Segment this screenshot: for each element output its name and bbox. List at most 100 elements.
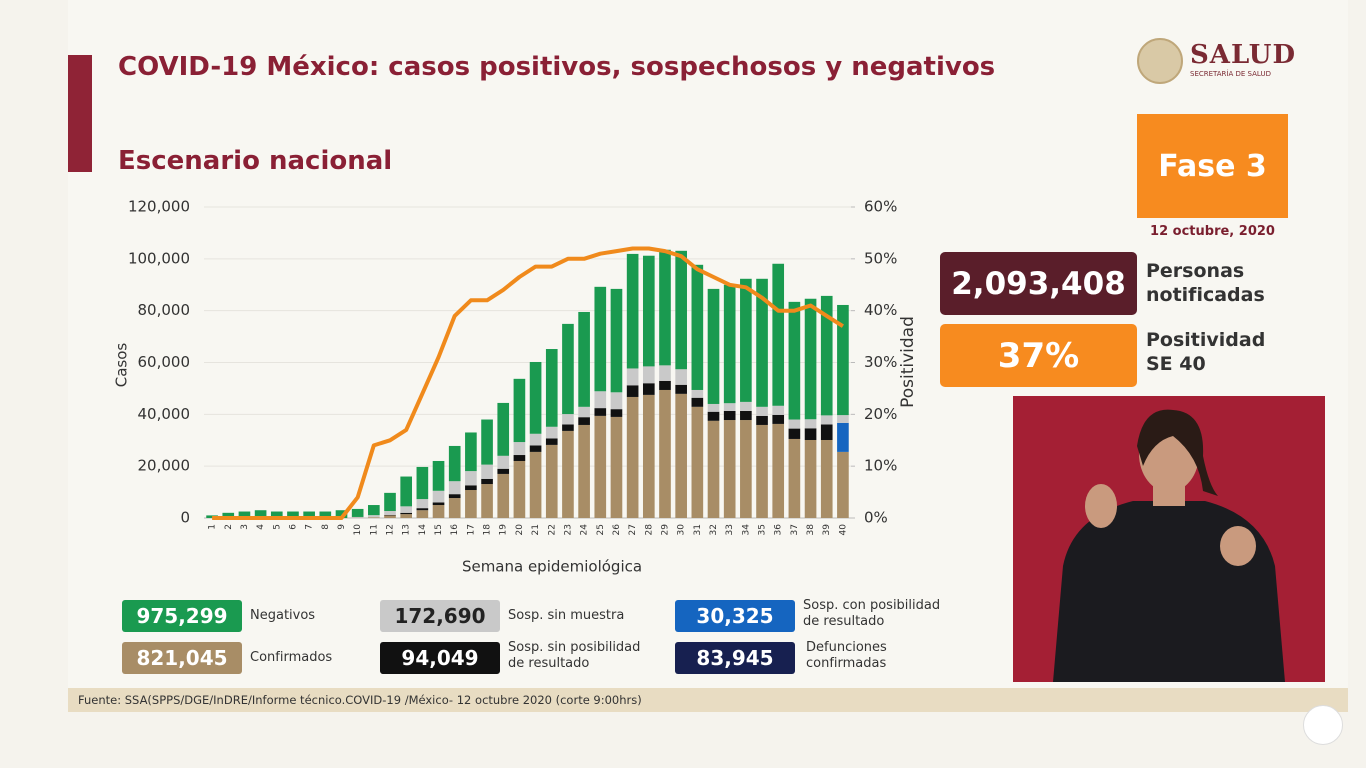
x-tick-label: 23	[563, 524, 573, 535]
bar-segment	[400, 512, 413, 515]
bar-segment	[804, 419, 817, 429]
positivity-line	[212, 246, 844, 520]
bar-segment	[642, 383, 655, 395]
subtitle: Escenario nacional	[118, 146, 393, 176]
bar-segment	[788, 438, 801, 518]
bar-segment	[804, 439, 817, 518]
bar-segment	[368, 505, 380, 516]
bar-segment	[610, 409, 623, 417]
bar-segment	[772, 423, 785, 518]
bar-segment	[545, 426, 558, 439]
bar-segment	[287, 511, 299, 518]
stat-value: 37%	[940, 324, 1137, 387]
bar-segment	[416, 466, 429, 500]
bar-segment	[222, 512, 235, 518]
x-tick-label: 11	[369, 524, 379, 535]
y2-tick-label: 20%	[864, 405, 897, 423]
legend-value: 172,690	[380, 600, 500, 632]
bar-segment	[594, 286, 607, 392]
bar-segment	[513, 455, 526, 461]
x-tick-label: 28	[644, 524, 654, 536]
bar-segment	[351, 516, 364, 518]
bar-segment	[642, 255, 655, 367]
bar-segment	[562, 430, 574, 518]
bar-segment	[384, 492, 396, 512]
bar-segment	[626, 396, 639, 518]
x-tick-label: 13	[402, 524, 412, 535]
bar-segment	[642, 366, 655, 384]
bar-segment	[448, 494, 461, 499]
bar-segment	[659, 380, 671, 390]
bar-segment	[562, 323, 574, 415]
y2-tick-label: 10%	[864, 457, 897, 475]
bar-segment	[626, 253, 639, 369]
bar-segment	[740, 401, 752, 411]
bar-segment	[820, 439, 833, 518]
bar-segment	[465, 471, 477, 486]
x-tick-label: 9	[337, 524, 347, 530]
bar-segment	[788, 428, 801, 439]
legend-label: Negativos	[250, 608, 316, 623]
bar-segment	[206, 515, 218, 518]
x-tick-label: 25	[596, 524, 606, 535]
x-tick-label: 34	[741, 524, 751, 536]
x-tick-label: 22	[547, 524, 557, 535]
x-tick-label: 30	[677, 524, 687, 536]
y2-axis-label: Positividad	[898, 316, 918, 408]
bar-segment	[416, 510, 429, 518]
y-tick-label: 100,000	[128, 249, 190, 267]
bar-segment	[416, 499, 429, 509]
bar-segment	[335, 510, 348, 518]
bar-segment	[626, 385, 639, 397]
bar-segment	[465, 432, 477, 472]
y-tick-label: 0	[180, 509, 190, 527]
bar-segment	[772, 414, 785, 424]
bar-segment	[562, 414, 574, 425]
bar-segment	[788, 301, 801, 420]
stat-label: Personas notificadas	[1146, 260, 1265, 306]
bar-segment	[432, 490, 445, 503]
y-axis-label: Casos	[113, 343, 131, 388]
legend-label: Sosp. con posibilidad de resultado	[803, 598, 941, 629]
y2-tick-label: 50%	[864, 249, 897, 267]
bar-segment	[465, 485, 477, 491]
bar-segment	[529, 433, 542, 446]
bar-segment	[238, 511, 251, 518]
bar-segment	[497, 455, 510, 469]
stat-label: Positividad SE 40	[1146, 329, 1266, 375]
x-tick-label: 16	[450, 524, 460, 536]
x-tick-label: 31	[693, 524, 703, 535]
bar-segment	[707, 420, 720, 518]
y-tick-label: 20,000	[138, 457, 191, 475]
bar-segment	[837, 415, 849, 423]
x-tick-label: 15	[434, 524, 444, 535]
bar-segment	[837, 304, 849, 416]
legend-value: 30,325	[675, 600, 795, 632]
x-tick-label: 36	[774, 524, 784, 536]
bar-segment	[804, 298, 817, 420]
bar-segment	[562, 424, 574, 431]
x-tick-label: 39	[822, 524, 832, 536]
bar-segment	[545, 438, 558, 445]
bar-segment	[384, 515, 396, 518]
legend-value: 975,299	[122, 600, 242, 632]
bar-segment	[513, 460, 526, 518]
legend-value: 94,049	[380, 642, 500, 674]
bar-segment	[642, 394, 655, 518]
bar-segment	[448, 481, 461, 495]
x-tick-label: 14	[418, 524, 428, 536]
x-tick-label: 18	[483, 524, 493, 536]
x-tick-label: 27	[628, 524, 638, 535]
bar-segment	[707, 403, 720, 412]
bar-segment	[691, 397, 704, 407]
bar-segment	[368, 517, 380, 518]
accent-bar	[68, 55, 92, 172]
bar-segment	[481, 478, 493, 485]
bar-segment	[691, 264, 704, 390]
bar-segment	[691, 389, 704, 398]
bar-segment	[820, 424, 833, 440]
x-tick-label: 1	[208, 524, 218, 530]
bar-segment	[659, 249, 671, 366]
bar-segment	[578, 311, 590, 407]
